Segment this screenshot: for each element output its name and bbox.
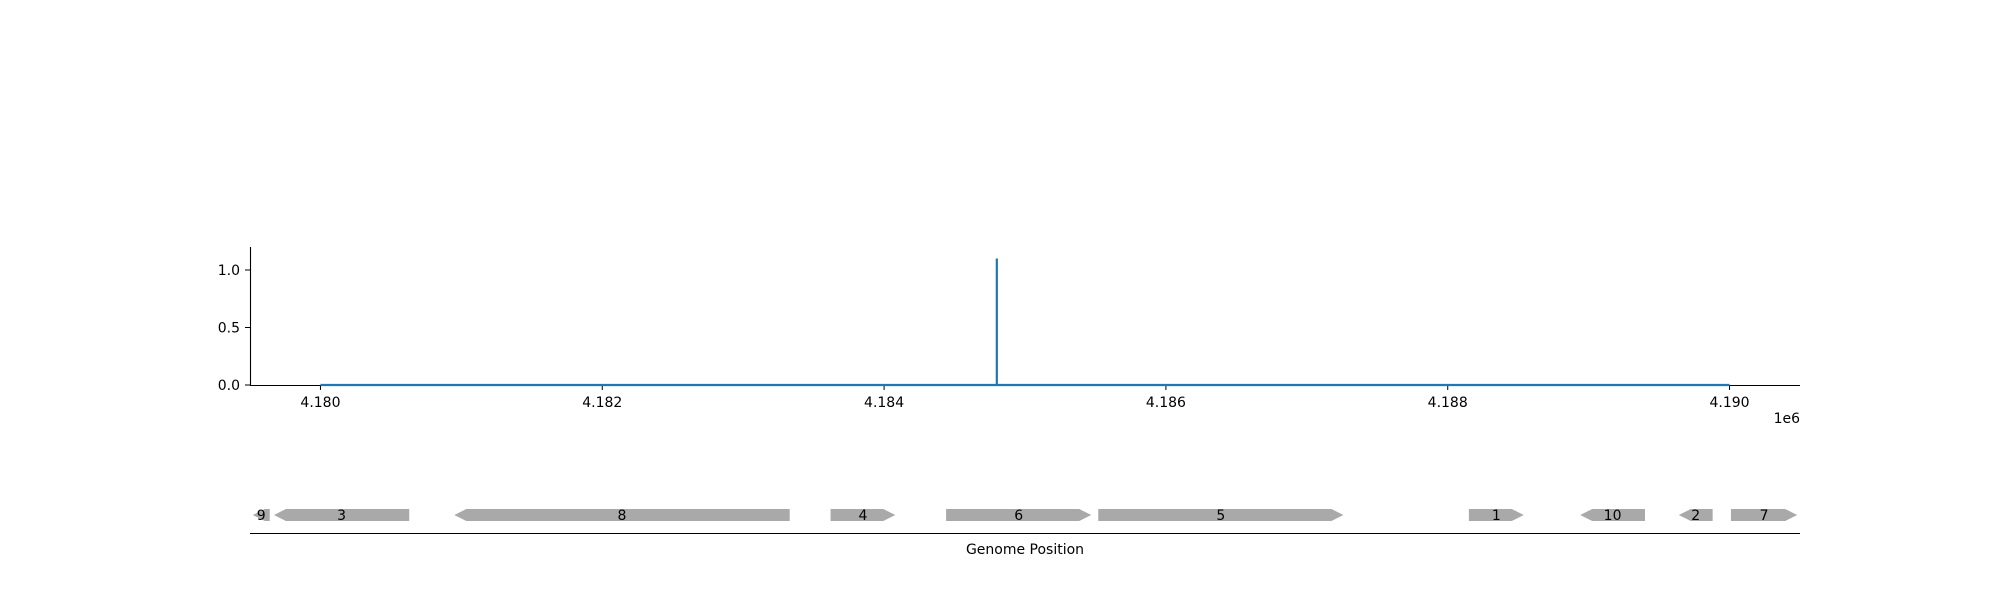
gene-10: 10 bbox=[1580, 508, 1645, 524]
gene-arrow bbox=[252, 509, 270, 521]
coverage-series-line bbox=[320, 258, 1730, 387]
gene-track-xlabel: Genome Position bbox=[966, 542, 1084, 558]
gene-label: 1 bbox=[1492, 508, 1501, 524]
x-tick-label: 4.186 bbox=[1146, 395, 1186, 411]
gene-arrow bbox=[1580, 509, 1645, 521]
gene-6: 6 bbox=[946, 508, 1092, 524]
gene-2: 2 bbox=[1678, 508, 1713, 524]
x-tick-label: 4.190 bbox=[1709, 395, 1749, 411]
gene-label: 2 bbox=[1691, 508, 1700, 524]
x-tick-label: 4.180 bbox=[300, 395, 340, 411]
gene-1: 1 bbox=[1468, 508, 1524, 524]
gene-arrow bbox=[830, 509, 896, 521]
y-ticks: 0.0 0.5 1.0 bbox=[218, 263, 250, 394]
series-layer bbox=[320, 258, 1730, 387]
gene-arrow bbox=[454, 509, 790, 521]
x-tick-label: 4.184 bbox=[864, 395, 904, 411]
gene-arrow bbox=[1678, 509, 1713, 521]
x-tick-label: 4.182 bbox=[582, 395, 622, 411]
gene-8: 8 bbox=[454, 508, 790, 524]
y-tick-label: 0.0 bbox=[218, 378, 240, 394]
gene-arrow bbox=[1468, 509, 1524, 521]
gene-9: 9 bbox=[252, 508, 270, 524]
gene-5: 5 bbox=[1098, 508, 1344, 524]
coverage-plot: 4.180 4.182 4.184 4.186 4.188 4.190 0.0 0.5 1.0… bbox=[218, 247, 1800, 427]
gene-4: 4 bbox=[830, 508, 896, 524]
y-tick-label: 1.0 bbox=[218, 263, 240, 279]
x-tick-label: 4.188 bbox=[1428, 395, 1468, 411]
y-tick-label: 0.5 bbox=[218, 321, 240, 337]
gene-arrow bbox=[1730, 509, 1798, 521]
gene-label: 6 bbox=[1014, 508, 1023, 524]
gene-label: 5 bbox=[1216, 508, 1225, 524]
gene-track: 9 3 8 4 6 5 1 10 2 7 Genome Position bbox=[250, 508, 1800, 558]
gene-arrow bbox=[1098, 509, 1344, 521]
genes-layer: 9 3 8 4 6 5 1 10 2 7 bbox=[252, 508, 1798, 524]
gene-label: 9 bbox=[257, 508, 266, 524]
gene-arrow bbox=[273, 509, 410, 521]
x-ticks: 4.180 4.182 4.184 4.186 4.188 4.190 bbox=[300, 385, 1750, 411]
gene-label: 8 bbox=[618, 508, 627, 524]
gene-3: 3 bbox=[273, 508, 410, 524]
gene-label: 3 bbox=[337, 508, 346, 524]
gene-7: 7 bbox=[1730, 508, 1798, 524]
gene-label: 7 bbox=[1760, 508, 1769, 524]
gene-label: 10 bbox=[1604, 508, 1622, 524]
gene-label: 4 bbox=[858, 508, 867, 524]
x-offset-label: 1e6 bbox=[1774, 411, 1801, 427]
gene-arrow bbox=[946, 509, 1092, 521]
